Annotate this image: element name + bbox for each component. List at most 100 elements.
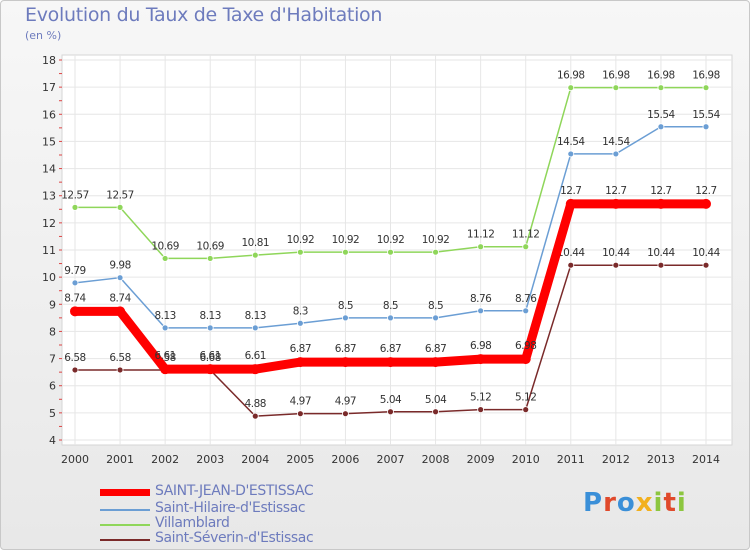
x-tick-label: 2010 bbox=[512, 453, 540, 466]
data-label: 8.3 bbox=[293, 305, 308, 317]
data-label: 9.98 bbox=[109, 260, 130, 272]
data-label: 6.61 bbox=[245, 350, 266, 362]
logo-letter: o bbox=[616, 488, 636, 518]
data-label: 4.97 bbox=[290, 396, 311, 408]
y-tick-label: 5 bbox=[49, 407, 56, 420]
data-point bbox=[160, 364, 171, 375]
data-label: 10.92 bbox=[332, 234, 360, 246]
data-point bbox=[161, 255, 169, 262]
series-0: 8.74 8.74 6.61 6.61 6.61 6.87 6.87 6.87 6.87 6.98… bbox=[64, 185, 717, 375]
x-tick-label: 2012 bbox=[602, 453, 630, 466]
y-tick-label: 7 bbox=[49, 353, 56, 366]
logo-letter: P bbox=[583, 488, 604, 518]
data-point bbox=[161, 324, 169, 332]
logo-letter: i bbox=[676, 488, 687, 518]
data-label: 6.87 bbox=[380, 343, 401, 355]
legend-label: Villamblard bbox=[155, 515, 230, 531]
data-label: 12.7 bbox=[650, 185, 671, 197]
x-tick-label: 2009 bbox=[467, 453, 495, 466]
data-point bbox=[612, 261, 620, 269]
data-label: 10.92 bbox=[422, 234, 450, 246]
logo-letter: t bbox=[663, 488, 677, 518]
data-point bbox=[567, 261, 575, 269]
y-tick-label: 12 bbox=[42, 217, 56, 230]
data-label: 16.98 bbox=[557, 70, 585, 82]
data-label: 16.98 bbox=[692, 70, 720, 82]
data-label: 6.98 bbox=[470, 340, 491, 352]
y-tick-label: 16 bbox=[42, 108, 56, 121]
data-point bbox=[342, 248, 349, 256]
y-tick-label: 15 bbox=[42, 135, 56, 148]
data-label: 6.98 bbox=[515, 340, 536, 352]
data-label: 10.44 bbox=[557, 247, 585, 259]
data-point bbox=[520, 354, 531, 365]
data-point bbox=[657, 123, 665, 131]
legend-swatch bbox=[100, 539, 150, 541]
data-label: 11.12 bbox=[467, 229, 495, 241]
data-label: 12.7 bbox=[560, 185, 581, 197]
data-label: 6.87 bbox=[290, 343, 311, 355]
x-tick-label: 2000 bbox=[61, 453, 89, 466]
data-point bbox=[475, 354, 486, 365]
logo-letter: x bbox=[635, 488, 654, 518]
legend-label: Saint-Hilaire-d'Estissac bbox=[155, 500, 306, 516]
data-label: 10.92 bbox=[377, 234, 405, 246]
data-point bbox=[655, 198, 666, 209]
data-point bbox=[430, 357, 441, 368]
data-label: 5.04 bbox=[380, 394, 402, 406]
data-label: 8.13 bbox=[245, 310, 266, 322]
data-point bbox=[251, 324, 259, 332]
data-label: 8.13 bbox=[154, 310, 175, 322]
data-label: 6.58 bbox=[109, 352, 130, 364]
x-tick-label: 2002 bbox=[151, 453, 179, 466]
data-point bbox=[387, 314, 394, 322]
data-point bbox=[432, 248, 439, 256]
series-1: 9.79 9.98 8.13 8.13 8.13 8.3 8.5 8.5 8.5 8.76 8.76… bbox=[64, 109, 721, 332]
data-label: 10.44 bbox=[647, 247, 675, 259]
data-point bbox=[522, 406, 530, 414]
data-point bbox=[387, 248, 394, 256]
data-point bbox=[567, 84, 575, 92]
data-point bbox=[701, 198, 711, 209]
x-tick-label: 2005 bbox=[286, 453, 314, 466]
proxiti-logo: Proxiti bbox=[583, 488, 687, 518]
data-point bbox=[477, 406, 485, 414]
data-label: 15.54 bbox=[692, 109, 720, 121]
data-label: 8.5 bbox=[383, 300, 398, 312]
data-label: 12.57 bbox=[61, 189, 89, 201]
data-point bbox=[657, 261, 665, 269]
data-label: 8.74 bbox=[109, 292, 131, 304]
data-point bbox=[567, 150, 575, 158]
data-point bbox=[296, 319, 304, 327]
data-label: 5.12 bbox=[470, 392, 491, 404]
data-label: 8.5 bbox=[338, 300, 353, 312]
y-tick-label: 11 bbox=[42, 244, 56, 257]
y-tick-label: 13 bbox=[42, 190, 56, 203]
logo-letter: r bbox=[603, 488, 617, 518]
data-point bbox=[116, 203, 124, 211]
y-tick-label: 6 bbox=[49, 380, 56, 393]
data-label: 10.81 bbox=[242, 237, 270, 249]
chart-subtitle: (en %) bbox=[25, 29, 62, 42]
data-label: 6.61 bbox=[154, 350, 175, 362]
data-point bbox=[342, 314, 349, 322]
data-label: 8.5 bbox=[428, 300, 443, 312]
chart-title: Evolution du Taux de Taxe d'Habitation bbox=[25, 4, 383, 26]
data-label: 14.54 bbox=[602, 136, 630, 148]
data-label: 16.98 bbox=[602, 70, 630, 82]
data-point bbox=[565, 198, 576, 209]
data-point bbox=[116, 366, 124, 374]
data-point bbox=[296, 248, 304, 256]
data-point bbox=[116, 274, 124, 282]
y-tick-label: 4 bbox=[49, 434, 56, 447]
data-point bbox=[522, 243, 530, 251]
data-label: 8.76 bbox=[470, 293, 492, 305]
data-point bbox=[522, 307, 530, 315]
data-label: 6.58 bbox=[64, 352, 85, 364]
data-label: 15.54 bbox=[647, 109, 675, 121]
data-label: 9.79 bbox=[64, 265, 85, 277]
x-tick-label: 2008 bbox=[422, 453, 450, 466]
data-label: 6.87 bbox=[425, 343, 446, 355]
legend-label: SAINT-JEAN-D'ESTISSAC bbox=[155, 483, 314, 499]
